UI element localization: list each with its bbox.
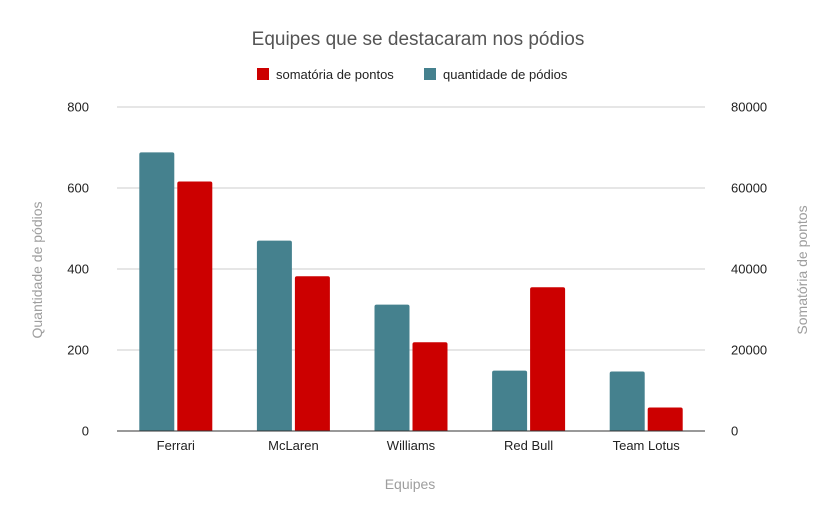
y-right-tick-label: 80000 <box>731 100 767 115</box>
x-tick-label: Ferrari <box>157 438 195 453</box>
y-right-tick-label: 60000 <box>731 181 767 196</box>
y-left-tick-label: 600 <box>67 181 89 196</box>
y-right-tick-label: 40000 <box>731 262 767 277</box>
chart-title: Equipes que se destacaram nos pódios <box>252 29 585 50</box>
x-tick-label: Team Lotus <box>613 438 681 453</box>
bar-somatoria-de-pontos-team-lotus[interactable] <box>647 407 683 431</box>
y-right-tick-label: 20000 <box>731 343 767 358</box>
bar-somatoria-de-pontos-red-bull[interactable] <box>530 287 566 431</box>
y-axis-left-title: Quantidade de pódios <box>29 202 45 339</box>
legend-swatch-quantidade <box>424 68 436 80</box>
y-left-tick-label: 800 <box>67 100 89 115</box>
x-tick-label: Red Bull <box>504 438 553 453</box>
y-left-tick-label: 200 <box>67 343 89 358</box>
bars <box>139 152 683 432</box>
legend: somatória de pontos quantidade de pódios <box>257 67 568 82</box>
y-left-tick-label: 0 <box>82 424 89 439</box>
gridlines <box>117 106 705 351</box>
bar-quantidade-de-podios-ferrari[interactable] <box>139 152 175 432</box>
y-axis-right-ticks: 0 20000 40000 60000 80000 <box>731 100 767 439</box>
y-axis-right-title: Somatória de pontos <box>794 205 810 334</box>
bar-somatoria-de-pontos-mclaren[interactable] <box>294 276 330 431</box>
x-tick-label: McLaren <box>268 438 319 453</box>
legend-label-quantidade: quantidade de pódios <box>443 67 568 82</box>
x-axis-ticks: Ferrari McLaren Williams Red Bull Team Lotus <box>157 438 681 453</box>
bar-quantidade-de-podios-team-lotus[interactable] <box>609 371 645 431</box>
bar-quantidade-de-podios-mclaren[interactable] <box>256 240 292 431</box>
bar-somatoria-de-pontos-ferrari[interactable] <box>177 181 213 431</box>
y-left-tick-label: 400 <box>67 262 89 277</box>
bar-quantidade-de-podios-williams[interactable] <box>374 304 410 431</box>
bar-quantidade-de-podios-red-bull[interactable] <box>492 370 528 431</box>
y-axis-left-ticks: 0 200 400 600 800 <box>67 100 89 439</box>
x-axis-title: Equipes <box>385 476 436 492</box>
x-tick-label: Williams <box>387 438 436 453</box>
legend-label-somatoria: somatória de pontos <box>276 67 394 82</box>
y-right-tick-label: 0 <box>731 424 738 439</box>
legend-swatch-somatoria <box>257 68 269 80</box>
bar-somatoria-de-pontos-williams[interactable] <box>412 342 448 431</box>
